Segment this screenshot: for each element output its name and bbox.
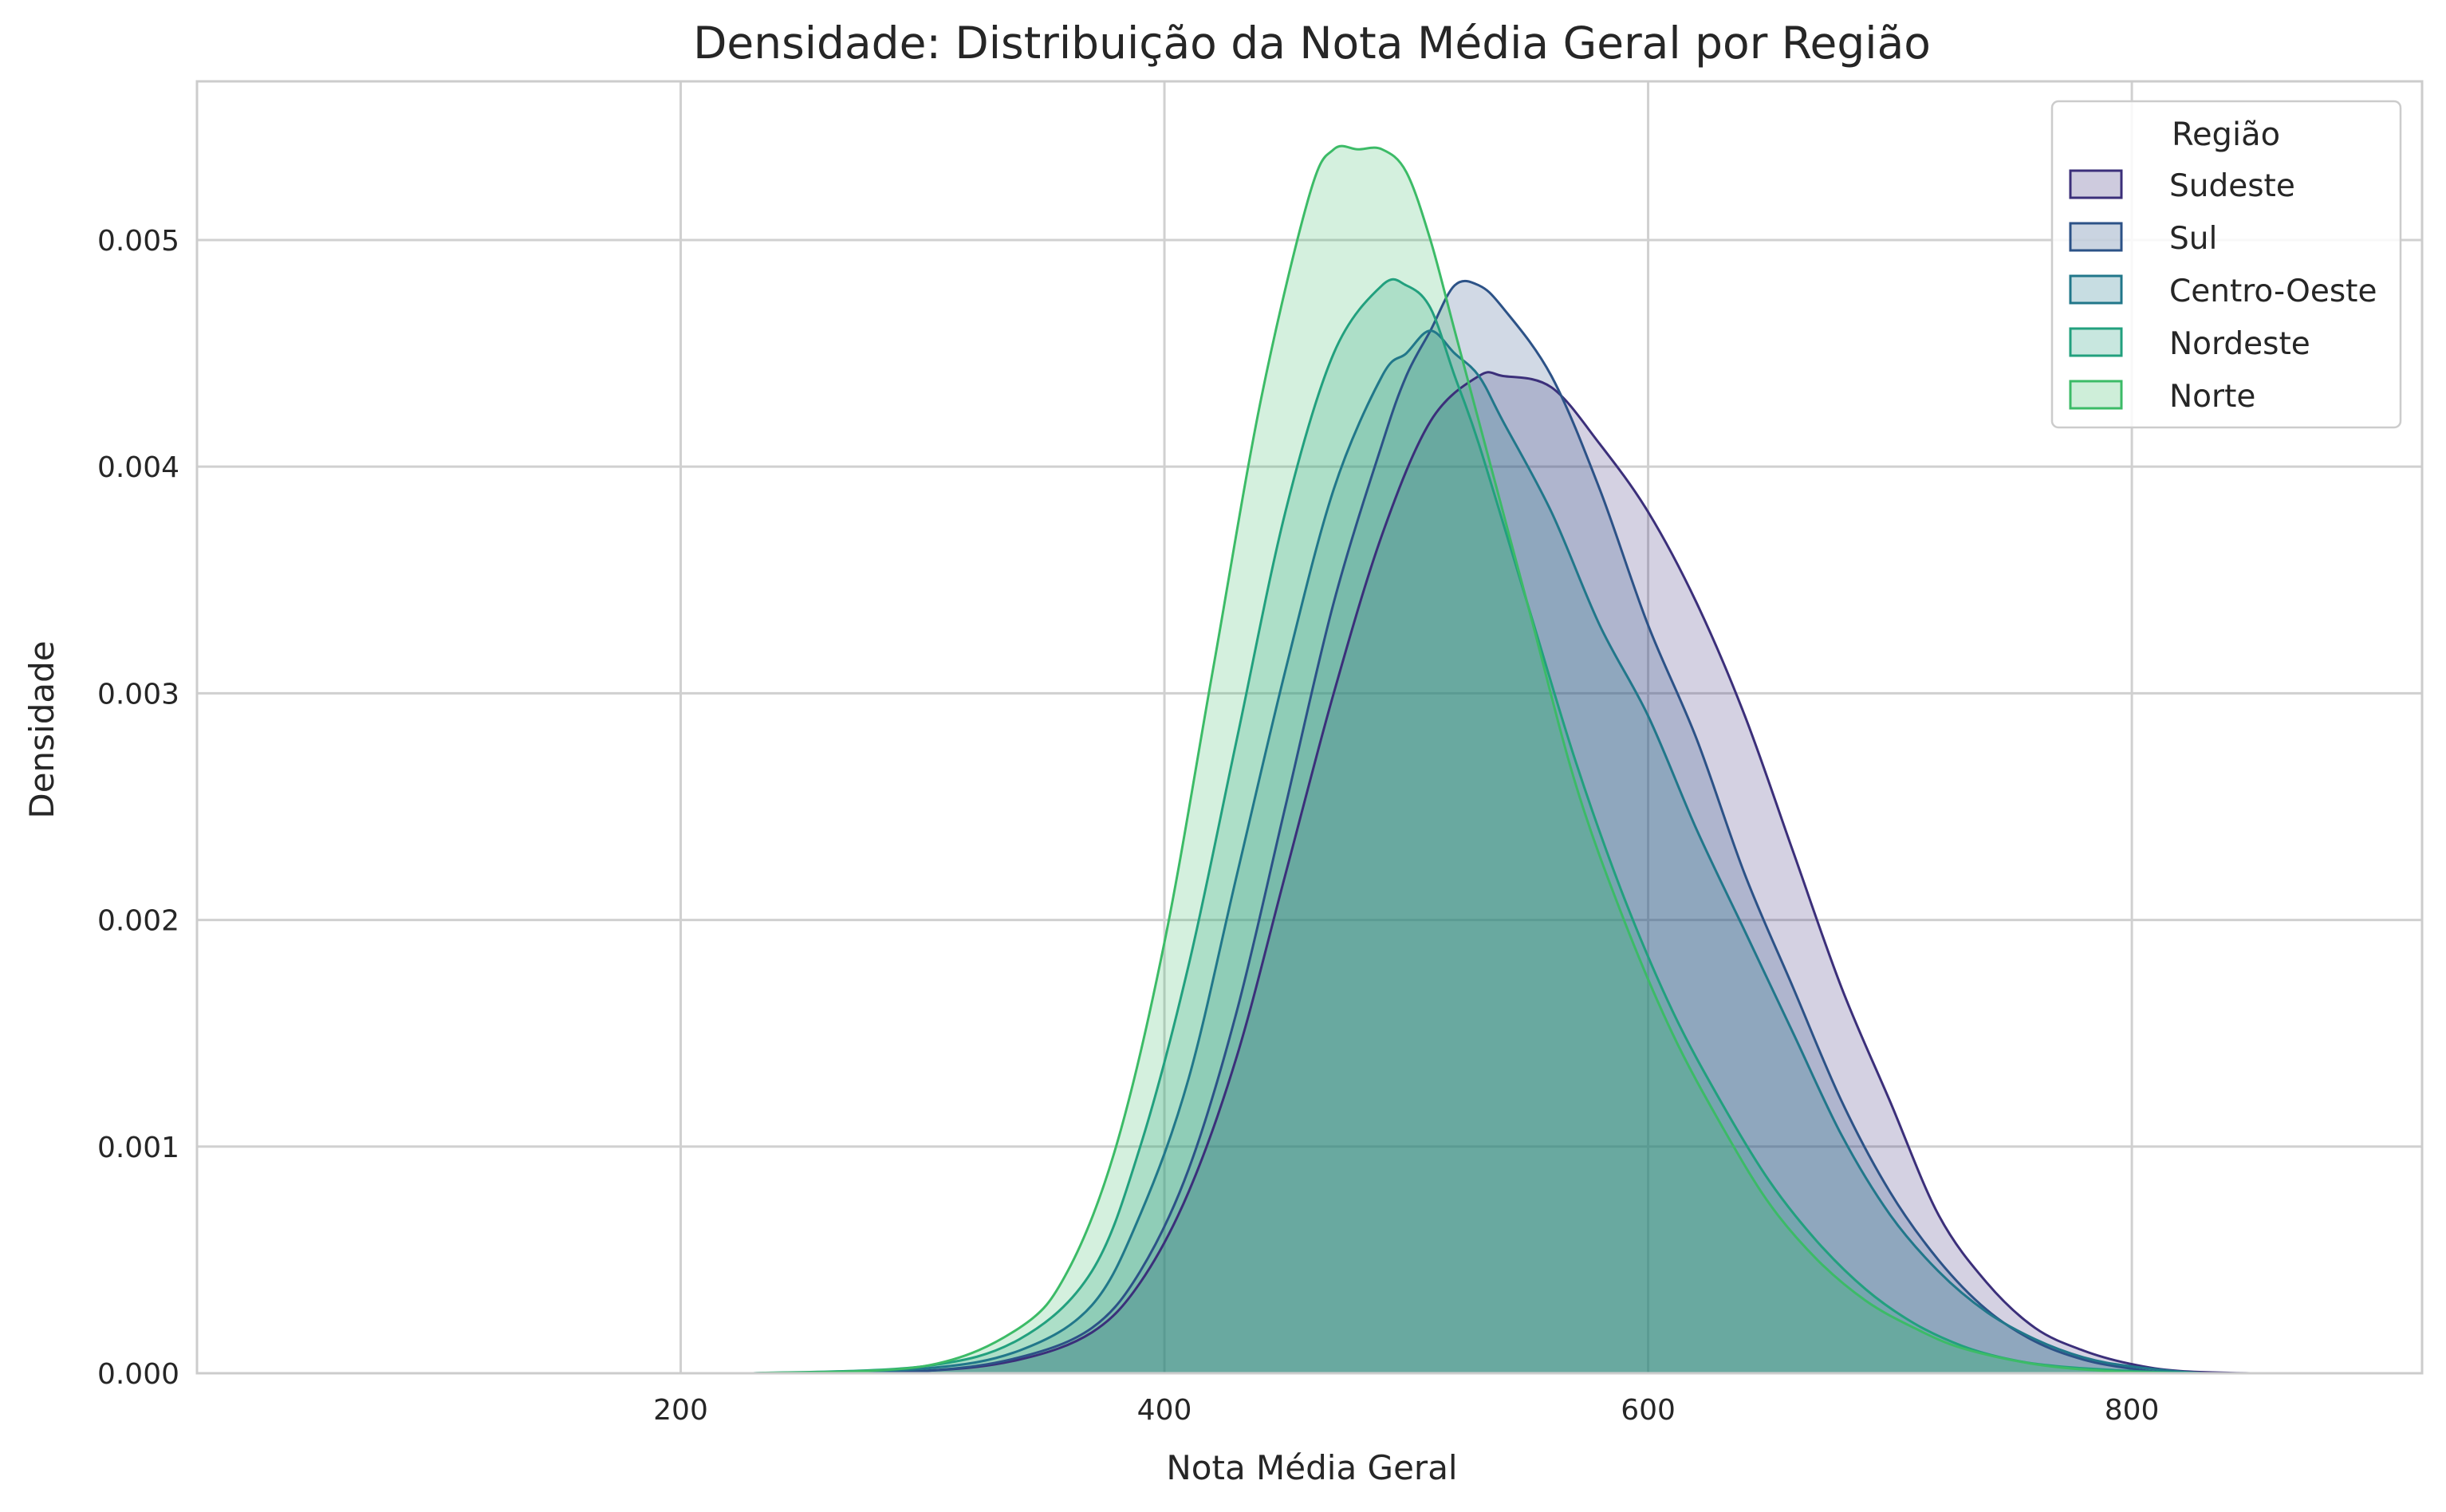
y-tick-label: 0.001 <box>97 1132 179 1164</box>
x-tick-label: 200 <box>653 1394 708 1427</box>
x-tick-label: 600 <box>1621 1394 1676 1427</box>
chart-title: Densidade: Distribuição da Nota Média Ge… <box>693 18 1931 69</box>
y-tick-label: 0.003 <box>97 678 179 711</box>
density-area-sudeste <box>753 372 2326 1374</box>
density-line-centro-oeste <box>753 329 2277 1375</box>
legend-box <box>2050 100 2402 429</box>
density-line-sul <box>753 279 2326 1375</box>
legend-items: Sudeste Sul Centro-Oeste Nordeste Norte <box>2069 168 2377 415</box>
x-tick-label: 800 <box>2105 1394 2160 1427</box>
y-tick-label: 0.000 <box>97 1358 179 1391</box>
x-tick-label: 400 <box>1137 1394 1192 1427</box>
legend-label-sul: Sul <box>2169 221 2217 257</box>
legend-label-centro-oeste: Centro-Oeste <box>2169 274 2377 309</box>
density-area-nordeste <box>753 279 2205 1373</box>
legend-swatch-norte <box>2069 380 2123 410</box>
legend-swatch-sudeste <box>2069 169 2123 199</box>
density-lines <box>753 144 2326 1375</box>
legend-swatch-nordeste <box>2069 327 2123 357</box>
y-axis-label: Densidade <box>22 640 61 818</box>
density-line-nordeste <box>753 278 2205 1375</box>
density-area-sul <box>753 281 2326 1374</box>
legend-label-sudeste: Sudeste <box>2169 168 2295 204</box>
density-line-sudeste <box>753 371 2326 1375</box>
tick-labels: 200 400 600 800 0.000 0.001 0.002 0.003 0.004 0.0… <box>97 225 2160 1427</box>
legend-label-nordeste: Nordeste <box>2169 326 2310 362</box>
legend: Região Sudeste Sul Centro-Oeste Nordeste Nor… <box>2050 100 2402 429</box>
legend-label-norte: Norte <box>2169 379 2255 415</box>
density-line-norte <box>753 144 2180 1375</box>
density-area-centro-oeste <box>753 330 2277 1374</box>
y-tick-label: 0.005 <box>97 225 179 258</box>
y-tick-label: 0.002 <box>97 905 179 938</box>
y-tick-label: 0.004 <box>97 451 179 484</box>
legend-swatch-centro-oeste <box>2069 274 2123 305</box>
legend-swatch-sul <box>2069 222 2123 252</box>
density-area-norte <box>753 146 2180 1374</box>
plot-frame <box>195 80 2424 1375</box>
legend-title: Região <box>2172 116 2280 153</box>
x-axis-label: Nota Média Geral <box>1166 1448 1457 1487</box>
density-areas <box>753 146 2326 1374</box>
